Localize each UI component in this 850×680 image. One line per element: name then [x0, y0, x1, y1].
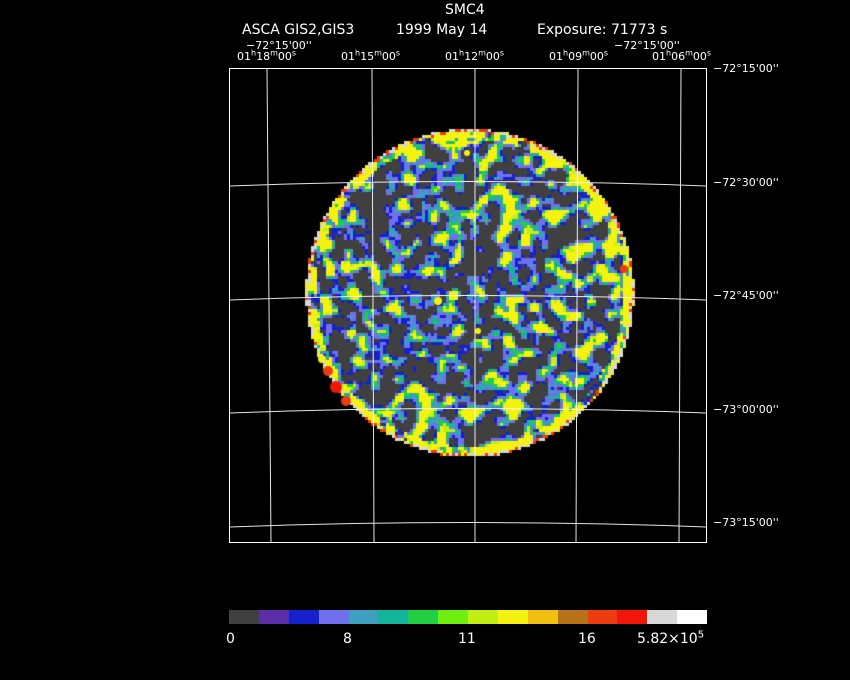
colorbar-swatch [318, 610, 349, 624]
image-frame [229, 68, 707, 543]
instrument-label: ASCA GIS2,GIS3 [242, 22, 355, 38]
dec-tick-label: −72°45'00'' [713, 289, 779, 302]
colorbar-swatch [587, 610, 618, 624]
observation-date: 1999 May 14 [396, 22, 488, 38]
dec-tick-label: −72°30'00'' [713, 176, 779, 189]
colorbar-swatch [408, 610, 439, 624]
xray-image [230, 69, 706, 542]
colorbar-swatch [288, 610, 319, 624]
colorbar-swatch [468, 610, 498, 624]
ra-tick-label: 01h09m00s [549, 48, 609, 63]
corner-dec-right: −72°15'00'' [614, 39, 680, 52]
colorbar-swatch [438, 610, 468, 624]
colorbar-swatch [348, 610, 379, 624]
colorbar-swatch [497, 610, 528, 624]
colorbar-max-label: 5.82×105 [637, 629, 705, 647]
corner-dec-left: −72°15'00'' [246, 39, 312, 52]
colorbar-label: 16 [578, 631, 596, 647]
colorbar-label: 8 [343, 631, 352, 647]
dec-tick-label: −73°00'00'' [713, 403, 779, 416]
colorbar [229, 610, 707, 624]
ra-tick-label: 01h18m00s [237, 48, 297, 63]
colorbar-swatch [677, 610, 707, 624]
colorbar-swatch [617, 610, 648, 624]
object-title: SMC4 [445, 2, 485, 18]
colorbar-swatch [527, 610, 558, 624]
dec-tick-label: −73°15'00'' [713, 516, 779, 529]
colorbar-swatch [258, 610, 289, 624]
dec-tick-label: −72°15'00'' [713, 62, 779, 75]
colorbar-swatch [647, 610, 678, 624]
ra-tick-label: 01h06m00s [652, 48, 712, 63]
coordinate-grid [230, 69, 706, 542]
colorbar-swatch [229, 610, 259, 624]
colorbar-swatch [557, 610, 588, 624]
ra-tick-label: 01h15m00s [341, 48, 401, 63]
exposure-label: Exposure: 71773 s [537, 22, 668, 38]
colorbar-label: 0 [226, 631, 235, 647]
colorbar-swatch [378, 610, 409, 624]
colorbar-label: 11 [458, 631, 476, 647]
ra-tick-label: 01h12m00s [445, 48, 505, 63]
